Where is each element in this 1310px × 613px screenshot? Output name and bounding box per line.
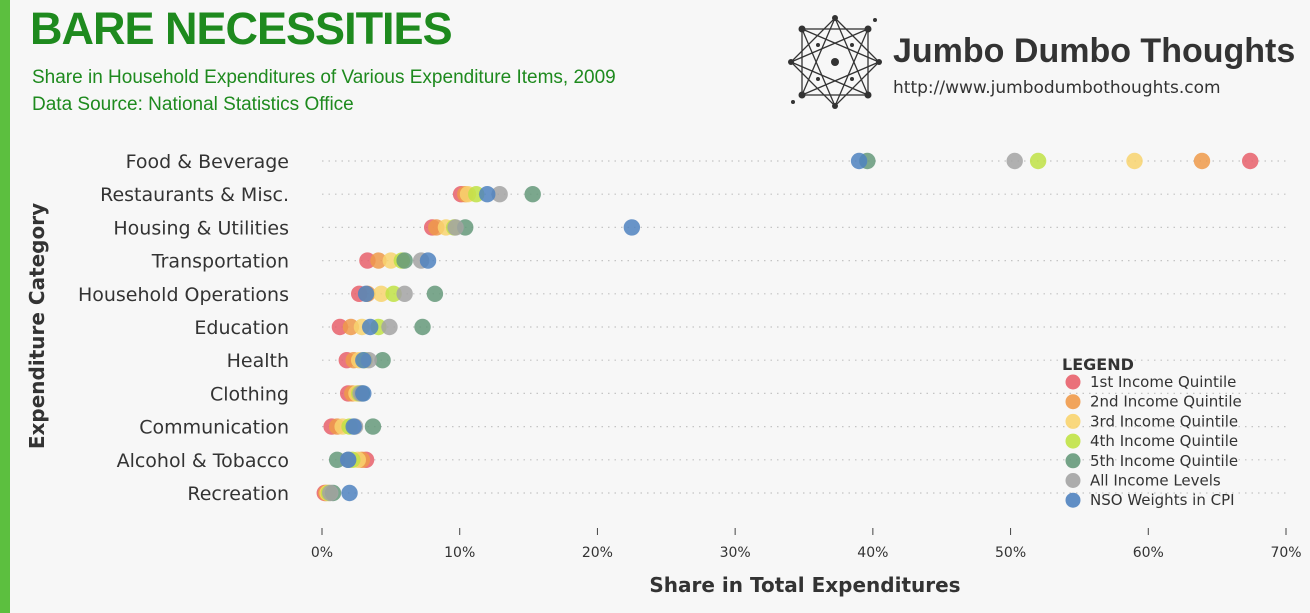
- data-point: [357, 285, 375, 302]
- legend-label: 3rd Income Quintile: [1090, 412, 1238, 430]
- x-tick-label: 60%: [1133, 545, 1164, 561]
- data-point: [1029, 152, 1047, 170]
- data-point: [1006, 152, 1023, 170]
- legend-label: All Income Levels: [1090, 472, 1221, 490]
- x-tick-label: 50%: [995, 545, 1026, 561]
- legend-label: 1st Income Quintile: [1090, 373, 1236, 391]
- data-point: [355, 352, 372, 369]
- legend-swatch: [1065, 374, 1081, 390]
- legend-swatch: [1065, 473, 1081, 488]
- data-point: [1193, 152, 1211, 170]
- data-point: [373, 285, 390, 302]
- legend-swatch: [1065, 453, 1081, 469]
- data-point: [364, 418, 382, 435]
- data-point: [374, 352, 391, 369]
- accent-bar: [0, 0, 10, 613]
- x-tick-label: 70%: [1270, 545, 1301, 561]
- data-point: [396, 285, 413, 302]
- data-point: [381, 318, 398, 336]
- category-label: Housing & Utilities: [113, 217, 289, 239]
- brand-url: http://www.jumbodumbothoughts.com: [893, 78, 1221, 98]
- legend-label: 2nd Income Quintile: [1090, 393, 1242, 411]
- data-point: [524, 186, 541, 203]
- x-tick-label: 40%: [857, 545, 888, 561]
- data-point: [1126, 152, 1143, 170]
- data-source: Data Source: National Statistics Office: [32, 94, 354, 115]
- x-tick-label: 0%: [311, 545, 333, 561]
- y-axis-title: Expenditure Category: [25, 203, 49, 449]
- category-label: Recreation: [187, 483, 289, 505]
- data-point: [623, 219, 641, 236]
- data-point: [362, 318, 379, 336]
- legend-label: 5th Income Quintile: [1090, 452, 1238, 470]
- category-label: Restaurants & Misc.: [100, 184, 289, 206]
- network-star-logo-icon: [788, 15, 882, 109]
- data-point: [339, 451, 357, 468]
- legend-label: NSO Weights in CPI: [1090, 491, 1235, 509]
- x-axis-title: Share in Total Expenditures: [649, 573, 960, 597]
- data-point: [479, 186, 496, 203]
- grid-lines: [322, 160, 1286, 494]
- category-label: Alcohol & Tobacco: [117, 450, 289, 472]
- category-label: Clothing: [210, 383, 289, 405]
- brand-name: Jumbo Dumbo Thoughts: [893, 32, 1296, 70]
- dot-plot-chart: Food & Beverage Restaurants & Misc. Housin…: [25, 151, 1302, 597]
- category-label: Health: [227, 350, 289, 372]
- data-point: [414, 318, 431, 336]
- data-point: [447, 219, 464, 236]
- category-labels: Food & Beverage Restaurants & Misc. Housin…: [78, 151, 289, 505]
- data-points: [316, 152, 1259, 502]
- category-label: Transportation: [151, 251, 289, 273]
- data-point: [370, 252, 387, 269]
- x-axis-ticks: 0% 10% 20% 30% 40% 50% 60% 70%: [311, 528, 1302, 561]
- chart-subtitle: Share in Household Expenditures of Vario…: [32, 67, 616, 88]
- legend: LEGEND 1st Income Quintile 2nd Income Qui…: [1062, 355, 1242, 509]
- legend-label: 4th Income Quintile: [1090, 432, 1238, 450]
- data-point: [491, 186, 508, 203]
- category-label: Education: [194, 317, 289, 339]
- x-tick-label: 30%: [720, 545, 751, 561]
- legend-swatch: [1065, 394, 1081, 410]
- x-tick-label: 10%: [444, 545, 475, 561]
- data-point: [341, 484, 358, 502]
- data-point: [419, 252, 437, 269]
- data-point: [426, 285, 444, 302]
- data-point: [355, 385, 372, 402]
- data-point: [345, 418, 362, 435]
- legend-title: LEGEND: [1062, 355, 1134, 374]
- category-label: Household Operations: [78, 284, 289, 306]
- data-point: [396, 252, 413, 269]
- x-tick-label: 20%: [582, 545, 613, 561]
- category-label: Food & Beverage: [126, 151, 289, 173]
- legend-swatch: [1065, 492, 1081, 508]
- legend-swatch: [1065, 433, 1081, 449]
- brand-block: Jumbo Dumbo Thoughts http://www.jumbodum…: [785, 12, 1295, 112]
- data-point: [322, 484, 339, 502]
- chart-title: BARE NECESSITIES: [30, 3, 453, 54]
- data-point: [1241, 152, 1259, 170]
- data-point: [850, 152, 868, 170]
- category-label: Communication: [139, 417, 289, 439]
- legend-swatch: [1065, 413, 1081, 429]
